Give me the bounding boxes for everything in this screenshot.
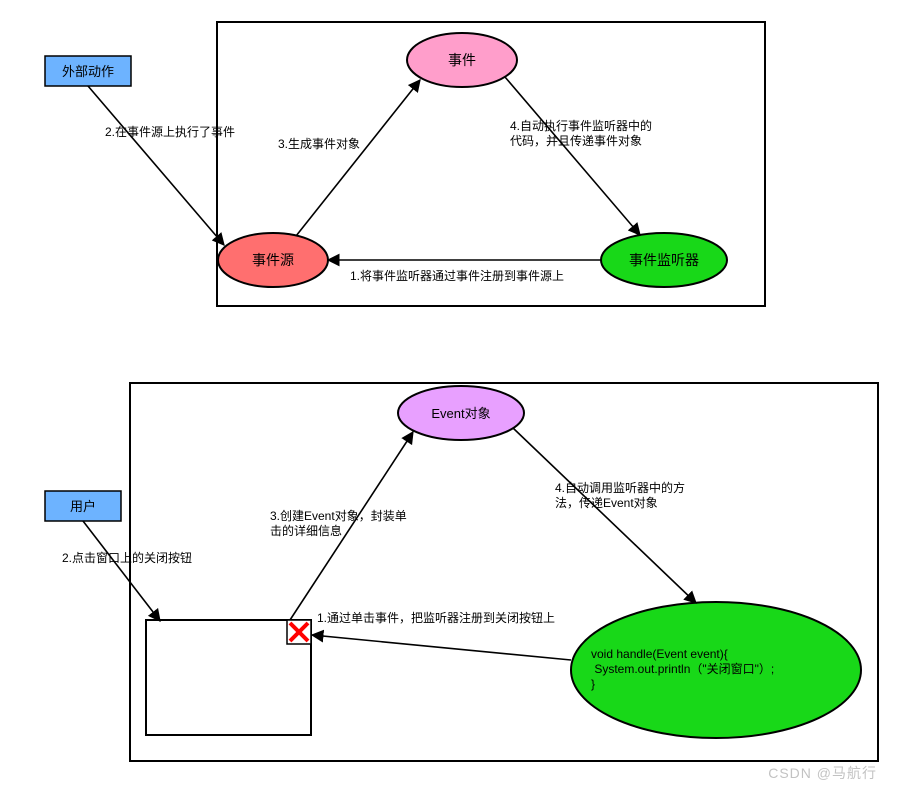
svg-text:2.点击窗口上的关闭按钮: 2.点击窗口上的关闭按钮	[62, 550, 192, 565]
edge-ext-to-source	[88, 86, 224, 245]
svg-text:事件监听器: 事件监听器	[629, 252, 699, 268]
svg-text:3.生成事件对象: 3.生成事件对象	[278, 137, 360, 151]
watermark-text: CSDN @马航行	[768, 763, 877, 783]
svg-text:1.将事件监听器通过事件注册到事件源上: 1.将事件监听器通过事件注册到事件源上	[350, 268, 564, 283]
svg-text:事件: 事件	[448, 52, 476, 68]
svg-text:2.在事件源上执行了事件: 2.在事件源上执行了事件	[105, 125, 235, 139]
svg-text:用户: 用户	[70, 499, 96, 514]
svg-text:Event对象: Event对象	[431, 406, 490, 421]
svg-text:事件源: 事件源	[252, 252, 294, 268]
svg-text:1.通过单击事件，把监听器注册到关闭按钮上: 1.通过单击事件，把监听器注册到关闭按钮上	[317, 610, 555, 625]
svg-text:外部动作: 外部动作	[62, 64, 114, 79]
diagram-canvas: 外部动作事件事件源事件监听器2.在事件源上执行了事件3.生成事件对象4.自动执行…	[0, 0, 897, 793]
